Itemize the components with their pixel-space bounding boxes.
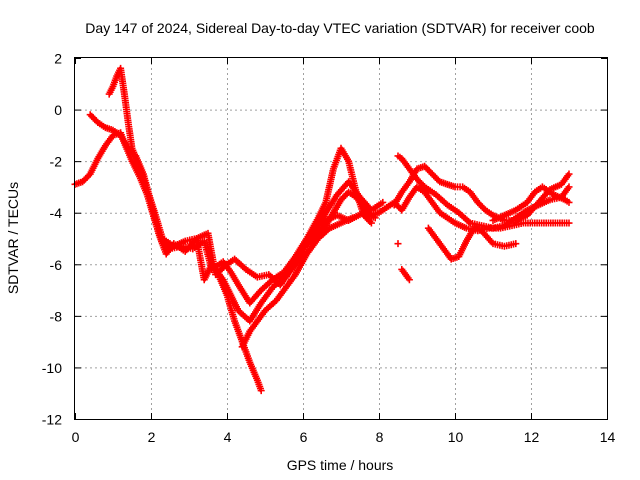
series-track-11 [398, 265, 413, 284]
series-track-12 [394, 240, 402, 248]
y-tick-labels: -12 -10 -8 -6 -4 -2 0 2 [42, 51, 62, 428]
data-point [348, 214, 356, 222]
series-track-9 [424, 224, 520, 263]
y-tick-label: 2 [54, 51, 62, 67]
data-point [379, 198, 387, 206]
data-point [405, 276, 413, 284]
data-point [565, 198, 573, 206]
x-tick-label: 14 [600, 429, 616, 445]
y-tick-label: -8 [50, 308, 63, 324]
series-track-5 [238, 214, 356, 351]
data-point [565, 170, 573, 178]
y-tick-label: -12 [42, 412, 62, 428]
data-point [565, 183, 573, 191]
x-tick-label: 12 [524, 429, 540, 445]
data-point [257, 387, 265, 395]
x-tick-label: 4 [224, 429, 232, 445]
data-point [394, 240, 402, 248]
x-axis-label: GPS time / hours [287, 457, 394, 473]
x-tick-label: 8 [376, 429, 384, 445]
y-tick-label: -4 [50, 205, 63, 221]
data-point [565, 219, 573, 227]
series-track-7 [390, 162, 573, 224]
series-track-10 [489, 183, 573, 224]
x-tick-label: 10 [448, 429, 464, 445]
grid [75, 58, 607, 419]
data-point [367, 219, 375, 227]
x-tick-label: 0 [72, 429, 80, 445]
y-tick-label: -2 [50, 154, 63, 170]
axis-ticks [75, 58, 608, 420]
x-tick-label: 2 [148, 429, 156, 445]
y-tick-label: -10 [42, 360, 62, 376]
plot-frame [74, 57, 608, 420]
data-point [512, 240, 520, 248]
y-tick-label: 0 [54, 102, 62, 118]
chart-title: Day 147 of 2024, Sidereal Day-to-day VTE… [85, 20, 595, 36]
data-points [71, 64, 573, 395]
x-tick-label: 6 [300, 429, 308, 445]
y-axis-label: SDTVAR / TECUs [5, 182, 21, 294]
series-track-8 [394, 152, 573, 232]
x-tick-labels: 0 2 4 6 8 10 12 14 [72, 429, 616, 445]
y-tick-label: -6 [50, 257, 63, 273]
